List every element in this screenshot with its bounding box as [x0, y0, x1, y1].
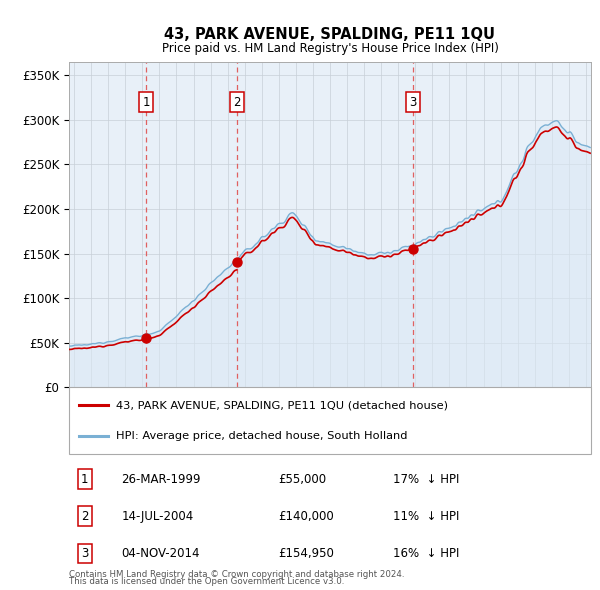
Text: £140,000: £140,000 [278, 510, 334, 523]
Text: 17%  ↓ HPI: 17% ↓ HPI [392, 473, 459, 486]
Text: 16%  ↓ HPI: 16% ↓ HPI [392, 547, 459, 560]
FancyBboxPatch shape [69, 387, 591, 454]
Text: 2: 2 [81, 510, 88, 523]
Text: 1: 1 [81, 473, 88, 486]
Text: £55,000: £55,000 [278, 473, 326, 486]
Text: £154,950: £154,950 [278, 547, 334, 560]
Text: HPI: Average price, detached house, South Holland: HPI: Average price, detached house, Sout… [116, 431, 407, 441]
Text: 43, PARK AVENUE, SPALDING, PE11 1QU (detached house): 43, PARK AVENUE, SPALDING, PE11 1QU (det… [116, 400, 448, 410]
Text: 04-NOV-2014: 04-NOV-2014 [121, 547, 200, 560]
Text: 2: 2 [233, 96, 241, 109]
Text: This data is licensed under the Open Government Licence v3.0.: This data is licensed under the Open Gov… [69, 578, 344, 586]
Text: 43, PARK AVENUE, SPALDING, PE11 1QU: 43, PARK AVENUE, SPALDING, PE11 1QU [164, 27, 496, 41]
Text: 3: 3 [81, 547, 88, 560]
Text: 11%  ↓ HPI: 11% ↓ HPI [392, 510, 459, 523]
Text: Contains HM Land Registry data © Crown copyright and database right 2024.: Contains HM Land Registry data © Crown c… [69, 571, 404, 579]
Text: 1: 1 [143, 96, 150, 109]
Text: Price paid vs. HM Land Registry's House Price Index (HPI): Price paid vs. HM Land Registry's House … [161, 42, 499, 55]
Text: 26-MAR-1999: 26-MAR-1999 [121, 473, 200, 486]
Text: 3: 3 [409, 96, 416, 109]
Text: 14-JUL-2004: 14-JUL-2004 [121, 510, 193, 523]
